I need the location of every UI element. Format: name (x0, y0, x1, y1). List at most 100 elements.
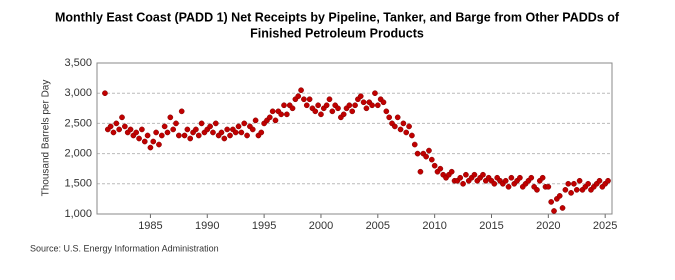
data-point (551, 208, 557, 214)
y-tick-label: 2,500 (64, 117, 92, 129)
data-point (374, 102, 381, 109)
x-tick-label: 2010 (422, 220, 446, 232)
data-point (463, 171, 469, 178)
data-point (193, 126, 199, 133)
data-point (460, 180, 466, 187)
data-point (306, 96, 313, 103)
data-point (139, 126, 145, 133)
data-point (346, 102, 353, 109)
data-point (352, 102, 358, 109)
data-point (312, 108, 319, 115)
data-point (241, 120, 248, 127)
data-point (318, 111, 324, 118)
data-point (181, 132, 188, 139)
data-point (136, 135, 142, 142)
data-point (568, 190, 574, 196)
data-point (158, 132, 165, 139)
data-point (207, 123, 213, 130)
data-point (161, 123, 168, 130)
data-point (349, 108, 356, 115)
data-point (153, 129, 159, 136)
data-point (116, 126, 123, 133)
data-point (173, 120, 179, 127)
data-point (147, 144, 154, 151)
data-point (437, 165, 444, 172)
y-tick-label: 3,500 (64, 57, 92, 69)
data-point (266, 114, 273, 121)
x-tick-label: 2025 (593, 220, 617, 232)
data-point (258, 129, 265, 136)
data-point (372, 90, 378, 97)
data-point (122, 123, 128, 130)
data-point (303, 102, 310, 109)
data-point (585, 180, 591, 187)
y-tick-label: 3,000 (64, 87, 92, 99)
data-point (127, 126, 134, 133)
data-point (212, 120, 219, 127)
data-point (360, 99, 367, 106)
data-point (397, 126, 404, 133)
data-point (556, 193, 563, 199)
x-tick-label: 1985 (138, 220, 162, 232)
data-point (471, 171, 478, 178)
data-point (323, 102, 330, 109)
data-point (249, 126, 256, 133)
data-point (539, 174, 546, 181)
data-point (107, 123, 114, 130)
data-point (545, 183, 552, 190)
data-point (596, 177, 603, 184)
data-point (284, 111, 290, 118)
data-point (528, 174, 535, 181)
data-point (164, 129, 171, 136)
data-point (315, 102, 321, 109)
data-point (417, 168, 424, 175)
y-tick-label: 1,500 (64, 178, 92, 190)
data-point (517, 174, 523, 181)
data-point (480, 171, 486, 178)
data-point (431, 162, 438, 169)
data-point (232, 129, 239, 136)
data-point (383, 108, 390, 115)
x-tick-label: 1990 (195, 220, 219, 232)
data-point (534, 186, 540, 193)
data-point (269, 108, 276, 115)
data-point (176, 132, 182, 139)
data-point (224, 126, 231, 133)
data-point (244, 132, 250, 139)
data-point (394, 114, 401, 121)
data-point (357, 93, 364, 100)
data-point (423, 153, 429, 160)
data-point (329, 108, 336, 115)
y-tick-label: 2,000 (64, 148, 92, 160)
data-point (281, 102, 287, 109)
data-point (289, 105, 296, 112)
plot-frame (96, 62, 613, 215)
data-point (252, 117, 259, 124)
data-point (363, 105, 370, 112)
data-point (141, 138, 148, 145)
data-point (400, 120, 407, 127)
data-point (340, 111, 347, 118)
data-point (167, 114, 174, 121)
data-point (178, 108, 185, 115)
data-point (335, 105, 341, 112)
data-point (562, 186, 569, 193)
data-point (428, 156, 435, 163)
x-tick-label: 2015 (479, 220, 503, 232)
data-point (272, 117, 279, 124)
data-point (414, 150, 421, 157)
x-tick-label: 2005 (366, 220, 390, 232)
data-point (457, 174, 464, 181)
data-point (195, 132, 202, 139)
data-point (576, 177, 583, 184)
data-point (298, 87, 304, 94)
x-tick-label: 1995 (252, 220, 276, 232)
data-point (156, 141, 162, 148)
data-point (573, 186, 580, 193)
data-point (326, 96, 333, 103)
data-point (448, 168, 455, 175)
data-point (406, 123, 412, 130)
data-point (411, 141, 418, 148)
data-point (380, 99, 387, 106)
